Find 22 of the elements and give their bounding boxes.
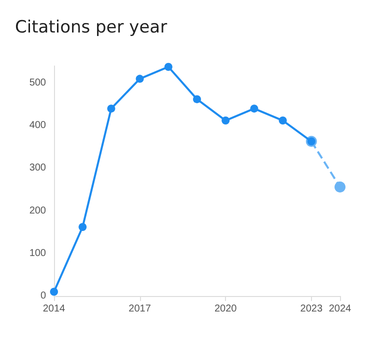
x-tick-label: 2017 [128, 304, 152, 314]
x-tick-label: 2024 [328, 304, 352, 314]
point [50, 288, 58, 296]
y-tick-label: 300 [29, 162, 46, 174]
y-tick-label: 200 [29, 205, 46, 216]
y-tick-label: 400 [29, 120, 46, 132]
y-tick-label: 100 [29, 248, 46, 259]
chart-title: Citations per year [15, 18, 168, 38]
point [334, 181, 346, 192]
y-tick-label: 0 [40, 290, 46, 302]
point [278, 116, 287, 125]
point [222, 116, 230, 125]
point [78, 223, 87, 231]
x-tick-label: 2023 [300, 304, 323, 314]
x-tick-label: 2020 [214, 304, 238, 314]
point [107, 104, 116, 113]
point [193, 95, 201, 104]
point [250, 104, 258, 113]
x-tick-label: 2014 [42, 304, 66, 314]
point [136, 74, 144, 83]
point [164, 62, 172, 71]
y-tick-label: 500 [29, 78, 46, 89]
